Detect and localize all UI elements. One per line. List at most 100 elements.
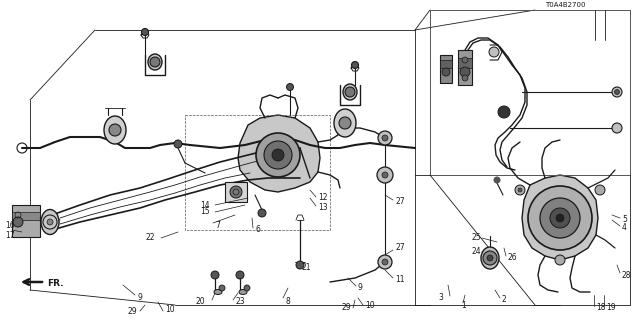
Circle shape <box>264 141 292 169</box>
Circle shape <box>211 271 219 279</box>
Text: 13: 13 <box>318 203 328 212</box>
Polygon shape <box>522 175 598 260</box>
Circle shape <box>339 117 351 129</box>
Text: 6: 6 <box>255 226 260 235</box>
Circle shape <box>174 140 182 148</box>
Circle shape <box>540 198 580 238</box>
Text: 12: 12 <box>318 194 328 203</box>
Circle shape <box>272 149 284 161</box>
Bar <box>430 10 630 175</box>
Ellipse shape <box>148 54 162 70</box>
Circle shape <box>230 186 242 198</box>
Circle shape <box>296 261 304 269</box>
Text: 16: 16 <box>5 220 15 229</box>
Ellipse shape <box>239 290 247 294</box>
Circle shape <box>487 255 493 261</box>
Text: 26: 26 <box>508 253 518 262</box>
Text: FR.: FR. <box>47 279 63 289</box>
Bar <box>225 182 247 202</box>
Text: 1: 1 <box>461 300 466 309</box>
Circle shape <box>550 208 570 228</box>
Text: 24: 24 <box>472 247 482 257</box>
Text: 7: 7 <box>215 220 220 229</box>
Text: 18: 18 <box>596 303 605 313</box>
Bar <box>440 55 452 83</box>
Circle shape <box>258 209 266 217</box>
Text: 8: 8 <box>285 298 290 307</box>
Circle shape <box>378 131 392 145</box>
Circle shape <box>150 57 160 67</box>
Bar <box>458 50 472 85</box>
Ellipse shape <box>481 247 499 269</box>
Circle shape <box>382 135 388 141</box>
Circle shape <box>109 124 121 136</box>
Bar <box>12 205 40 237</box>
Ellipse shape <box>214 290 222 294</box>
Circle shape <box>377 167 393 183</box>
Circle shape <box>462 57 468 63</box>
Text: 3: 3 <box>438 293 443 302</box>
Circle shape <box>382 172 388 178</box>
Text: T0A4B2700: T0A4B2700 <box>545 2 586 8</box>
Bar <box>458 58 472 68</box>
Circle shape <box>483 251 497 265</box>
Text: 22: 22 <box>145 234 154 243</box>
Bar <box>440 60 452 68</box>
Circle shape <box>345 87 355 97</box>
Circle shape <box>219 285 225 291</box>
Circle shape <box>382 259 388 265</box>
Circle shape <box>287 84 294 91</box>
Text: 25: 25 <box>472 234 482 243</box>
Text: 10: 10 <box>365 300 374 309</box>
Circle shape <box>256 133 300 177</box>
Text: 14: 14 <box>200 201 210 210</box>
Circle shape <box>612 87 622 97</box>
Bar <box>12 212 40 220</box>
Text: 2: 2 <box>502 295 507 305</box>
Circle shape <box>595 185 605 195</box>
Text: 20: 20 <box>195 298 205 307</box>
Text: 4: 4 <box>622 223 627 233</box>
Text: 29: 29 <box>128 308 138 316</box>
Circle shape <box>460 67 470 77</box>
Text: 23: 23 <box>235 298 244 307</box>
Text: 27: 27 <box>395 244 404 252</box>
Circle shape <box>528 186 592 250</box>
Text: 10: 10 <box>165 306 175 315</box>
Text: 28: 28 <box>622 270 632 279</box>
Text: 9: 9 <box>358 284 363 292</box>
Circle shape <box>462 75 468 81</box>
Circle shape <box>141 28 148 36</box>
Circle shape <box>493 177 500 183</box>
Circle shape <box>13 217 23 227</box>
Circle shape <box>442 68 450 76</box>
Circle shape <box>378 255 392 269</box>
Text: 19: 19 <box>606 303 616 313</box>
Circle shape <box>614 90 620 94</box>
Text: 29: 29 <box>342 303 351 313</box>
Circle shape <box>498 106 510 118</box>
Circle shape <box>489 47 499 57</box>
Text: 21: 21 <box>302 263 312 273</box>
Text: 15: 15 <box>200 207 210 217</box>
Ellipse shape <box>41 210 59 235</box>
Text: 17: 17 <box>5 230 15 239</box>
Polygon shape <box>238 115 320 192</box>
Ellipse shape <box>343 84 357 100</box>
Circle shape <box>351 61 358 68</box>
Circle shape <box>515 185 525 195</box>
Text: 27: 27 <box>395 197 404 206</box>
Circle shape <box>236 271 244 279</box>
Bar <box>185 115 330 230</box>
Circle shape <box>612 123 622 133</box>
Text: 11: 11 <box>395 276 404 284</box>
Circle shape <box>518 188 522 192</box>
Circle shape <box>47 219 53 225</box>
Circle shape <box>244 285 250 291</box>
Circle shape <box>555 255 565 265</box>
Ellipse shape <box>334 109 356 137</box>
Text: 5: 5 <box>622 215 627 225</box>
Ellipse shape <box>104 116 126 144</box>
Circle shape <box>556 214 564 222</box>
Text: 9: 9 <box>137 293 142 302</box>
